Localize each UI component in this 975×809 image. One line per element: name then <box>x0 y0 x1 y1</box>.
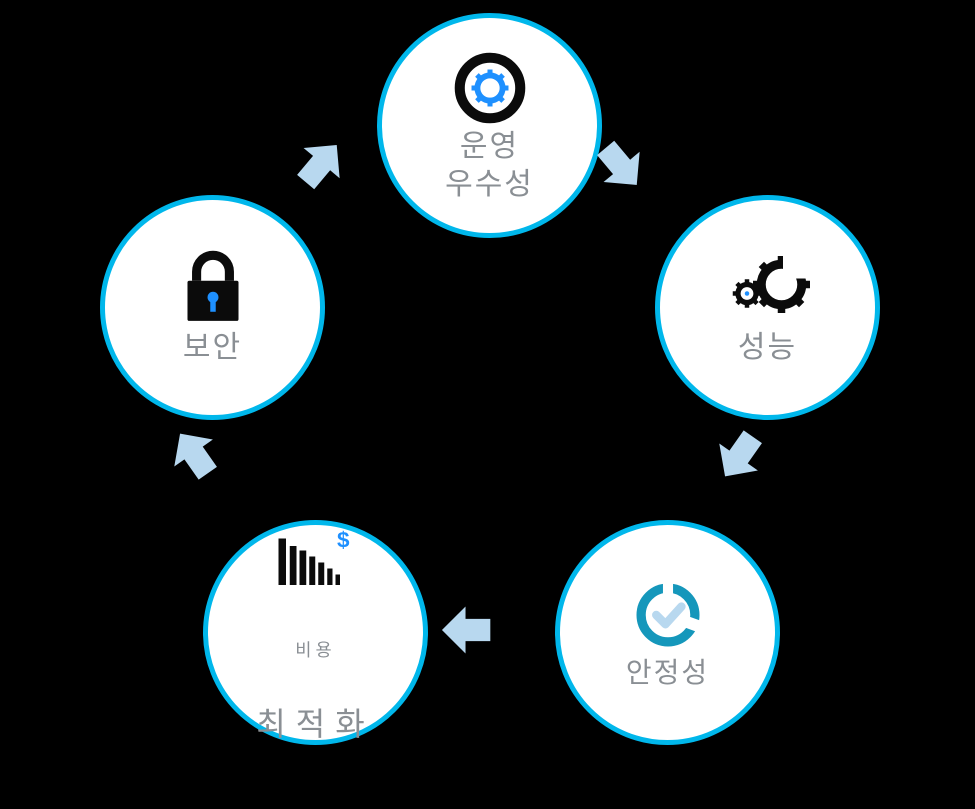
node-label: 운영 우수성 <box>445 128 534 203</box>
cycle-arrow <box>289 134 351 196</box>
cycle-diagram: { "diagram": { "type": "cycle", "backgro… <box>0 0 975 809</box>
node-reliability: 안정성 <box>555 520 780 745</box>
node-sublabel: 비용 <box>256 640 374 662</box>
cycle-arrow <box>164 424 226 486</box>
cycle-arrow <box>709 424 771 486</box>
node-operational-excellence: 운영 우수성 <box>377 13 602 238</box>
lock-icon <box>168 249 258 329</box>
node-label: 비용 최적화 <box>256 600 374 744</box>
node-performance: 성능 <box>655 195 880 420</box>
cycle-arrow <box>437 599 499 661</box>
node-security: 보안 <box>100 195 325 420</box>
gears-icon <box>723 249 813 329</box>
node-label: 안정성 <box>626 655 709 690</box>
node-label: 성능 <box>738 329 797 367</box>
check-ring-icon <box>623 575 713 655</box>
cost-bars-icon: $ <box>271 522 361 600</box>
node-label: 보안 <box>183 329 242 367</box>
svg-text:$: $ <box>337 527 350 552</box>
node-cost-optimization: $ 비용 최적화 <box>203 520 428 745</box>
gear-ring-icon <box>445 48 535 128</box>
cycle-arrow <box>589 134 651 196</box>
